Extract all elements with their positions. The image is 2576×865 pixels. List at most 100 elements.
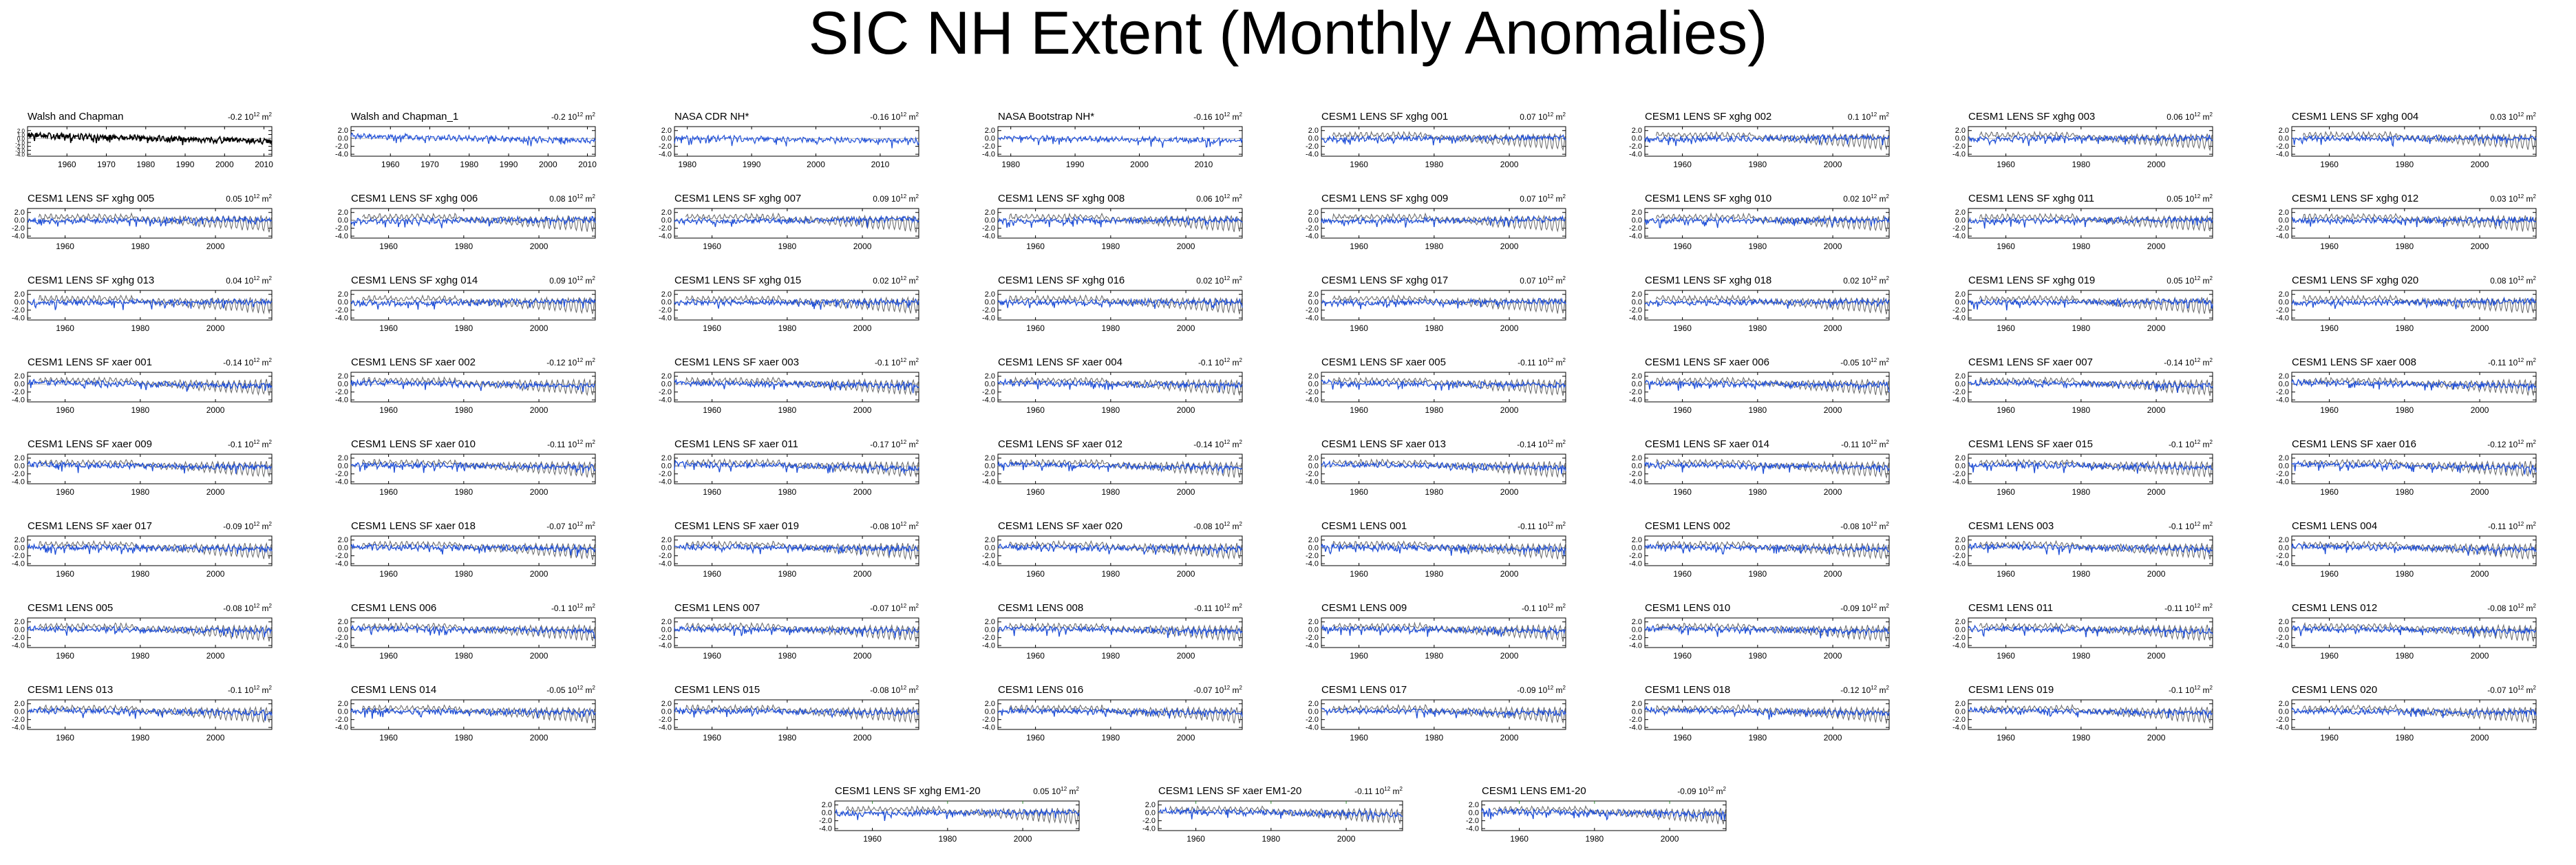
y-tick-label: 2.0 bbox=[338, 372, 348, 381]
x-tick-label: 1960 bbox=[2320, 160, 2339, 169]
y-tick-label: 1.0 bbox=[17, 132, 25, 138]
y-tick-label: 2.0 bbox=[2279, 372, 2289, 381]
y-tick-label: 0.0 bbox=[661, 626, 672, 634]
panel-title: CESM1 LENS SF xaer 011 bbox=[674, 438, 798, 450]
observed-series-line bbox=[1169, 804, 1403, 825]
y-tick-label: -4.0 bbox=[659, 314, 672, 323]
y-tick-label: 2.0 bbox=[1955, 372, 1966, 381]
y-tick-label: 0.0 bbox=[2279, 544, 2289, 553]
panel-trend: -0.1 1012 m2 bbox=[228, 439, 273, 449]
x-tick-label: 1960 bbox=[2320, 242, 2339, 251]
y-tick-label: 0.0 bbox=[14, 381, 25, 389]
y-tick-label: -2.0 bbox=[982, 306, 995, 314]
x-tick-label: 1960 bbox=[2320, 323, 2339, 333]
panel-trend: -0.1 1012 m2 bbox=[2169, 685, 2213, 695]
x-tick-label: 2000 bbox=[206, 651, 225, 661]
y-tick-label: 0.0 bbox=[1308, 462, 1319, 471]
panel-title: NASA CDR NH* bbox=[674, 111, 749, 122]
y-tick-label: -2.0 bbox=[1306, 552, 1319, 560]
x-tick-label: 2000 bbox=[1177, 651, 1195, 661]
y-tick-label: -2.0 bbox=[335, 634, 348, 642]
y-tick-label: -2.0 bbox=[335, 306, 348, 314]
y-tick-label: 2.0 bbox=[14, 536, 25, 544]
y-tick-label: -2.0 bbox=[335, 470, 348, 478]
y-tick-label: 0.0 bbox=[1955, 544, 1966, 553]
x-tick-label: 1980 bbox=[454, 487, 473, 497]
panel-title: Walsh and Chapman_1 bbox=[351, 111, 458, 122]
panel-trend: -0.11 1012 m2 bbox=[2164, 603, 2213, 613]
x-tick-label: 1980 bbox=[136, 160, 155, 169]
x-tick-label: 2000 bbox=[1177, 733, 1195, 743]
x-tick-label: 1980 bbox=[1425, 733, 1443, 743]
x-tick-label: 1960 bbox=[863, 834, 882, 844]
panel: CESM1 LENS SF xghg 015 0.02 1012 m2 2.00.0… bbox=[659, 275, 919, 333]
plot-frame bbox=[350, 126, 596, 157]
panel-trend: -0.16 1012 m2 bbox=[1193, 111, 1242, 122]
plot-frame bbox=[1321, 290, 1566, 321]
observed-series-line bbox=[38, 212, 273, 233]
panel: Walsh and Chapman_1 -0.2 1012 m2 2.00.0-2.… bbox=[335, 111, 597, 169]
panel-trend: -0.1 1012 m2 bbox=[2169, 439, 2213, 449]
panel-title: CESM1 LENS SF xghg 006 bbox=[351, 193, 478, 204]
y-tick-label: 0.0 bbox=[661, 708, 672, 716]
y-tick-label: -2.0 bbox=[982, 388, 995, 396]
plot-frame bbox=[674, 617, 919, 648]
panel: CESM1 LENS 020 -0.07 1012 m2 2.00.0-2.0-4.… bbox=[2276, 684, 2537, 743]
y-tick-label: 0.0 bbox=[1955, 299, 1966, 307]
y-tick-label: -4.0 bbox=[1306, 314, 1319, 323]
plot-frame bbox=[997, 535, 1243, 566]
x-tick-label: 1980 bbox=[454, 569, 473, 579]
y-tick-label: 2.0 bbox=[2279, 290, 2289, 299]
model-series-line bbox=[27, 460, 272, 474]
x-tick-label: 1960 bbox=[1673, 242, 1692, 251]
y-tick-label: -4.0 bbox=[1306, 724, 1319, 732]
panel-title: CESM1 LENS SF xaer 009 bbox=[28, 438, 152, 450]
panel: CESM1 LENS SF xghg EM1-20 0.05 1012 m2 2.0… bbox=[819, 785, 1080, 844]
panel: CESM1 LENS 019 -0.1 1012 m2 2.00.0-2.0-4.0… bbox=[1952, 684, 2213, 743]
y-tick-label: 2.0 bbox=[661, 127, 672, 135]
x-tick-label: 2000 bbox=[2471, 160, 2489, 169]
panel: CESM1 LENS SF xghg 003 0.06 1012 m2 2.00.0… bbox=[1952, 111, 2213, 169]
model-series-line bbox=[27, 624, 273, 638]
x-tick-label: 1960 bbox=[379, 733, 398, 743]
observed-series-line bbox=[2302, 540, 2537, 560]
x-tick-label: 1980 bbox=[1001, 160, 1020, 169]
panel: CESM1 LENS 006 -0.1 1012 m2 2.00.0-2.0-4.0… bbox=[335, 602, 596, 661]
y-tick-label: 2.0 bbox=[338, 454, 348, 462]
y-tick-label: 2.0 bbox=[985, 454, 995, 462]
y-tick-label: 0.0 bbox=[822, 809, 832, 818]
x-tick-label: 1960 bbox=[56, 733, 74, 743]
plot-frame bbox=[1644, 535, 1890, 566]
plot-frame bbox=[350, 453, 596, 484]
panel-title: CESM1 LENS SF xghg 019 bbox=[1968, 275, 2095, 286]
y-tick-label: 2.0 bbox=[985, 618, 995, 626]
model-series-line bbox=[1644, 460, 1890, 474]
x-tick-label: 1960 bbox=[1673, 405, 1692, 415]
panel-title: CESM1 LENS SF xghg 008 bbox=[998, 193, 1125, 204]
panel: CESM1 LENS SF xghg 006 0.08 1012 m2 2.00.0… bbox=[335, 193, 596, 251]
panel-title: CESM1 LENS SF xghg 011 bbox=[1968, 193, 2094, 204]
y-tick-label: 2.0 bbox=[1955, 618, 1966, 626]
observed-series-line bbox=[1332, 458, 1566, 478]
plot-frame bbox=[1321, 699, 1566, 730]
x-tick-label: 2000 bbox=[1824, 242, 1842, 251]
model-series-line bbox=[1321, 378, 1566, 391]
y-tick-label: -2.0 bbox=[2276, 552, 2289, 560]
panel: Walsh and Chapman -0.2 1012 m2 2.01.00.0-1… bbox=[15, 111, 273, 169]
x-tick-label: 1960 bbox=[1997, 323, 2015, 333]
y-tick-label: -2.0 bbox=[1629, 634, 1642, 642]
plot-frame bbox=[1968, 372, 2213, 403]
x-tick-label: 1980 bbox=[2072, 651, 2090, 661]
y-tick-label: 0.0 bbox=[985, 626, 995, 634]
panel-trend: -0.16 1012 m2 bbox=[870, 111, 919, 122]
panel: CESM1 LENS SF xaer 004 -0.1 1012 m2 2.00.0… bbox=[982, 356, 1243, 415]
y-tick-label: 0.0 bbox=[1308, 217, 1319, 225]
model-series-line bbox=[997, 460, 1243, 474]
x-tick-label: 2000 bbox=[2147, 242, 2166, 251]
x-tick-label: 1960 bbox=[1026, 651, 1045, 661]
panel: CESM1 LENS SF xaer 005 -0.11 1012 m2 2.00.… bbox=[1306, 356, 1566, 415]
x-tick-label: 2000 bbox=[539, 160, 557, 169]
panel-trend: 0.05 1012 m2 bbox=[226, 193, 272, 204]
x-tick-label: 2000 bbox=[1177, 323, 1195, 333]
panel-title: CESM1 LENS 019 bbox=[1968, 684, 2054, 696]
